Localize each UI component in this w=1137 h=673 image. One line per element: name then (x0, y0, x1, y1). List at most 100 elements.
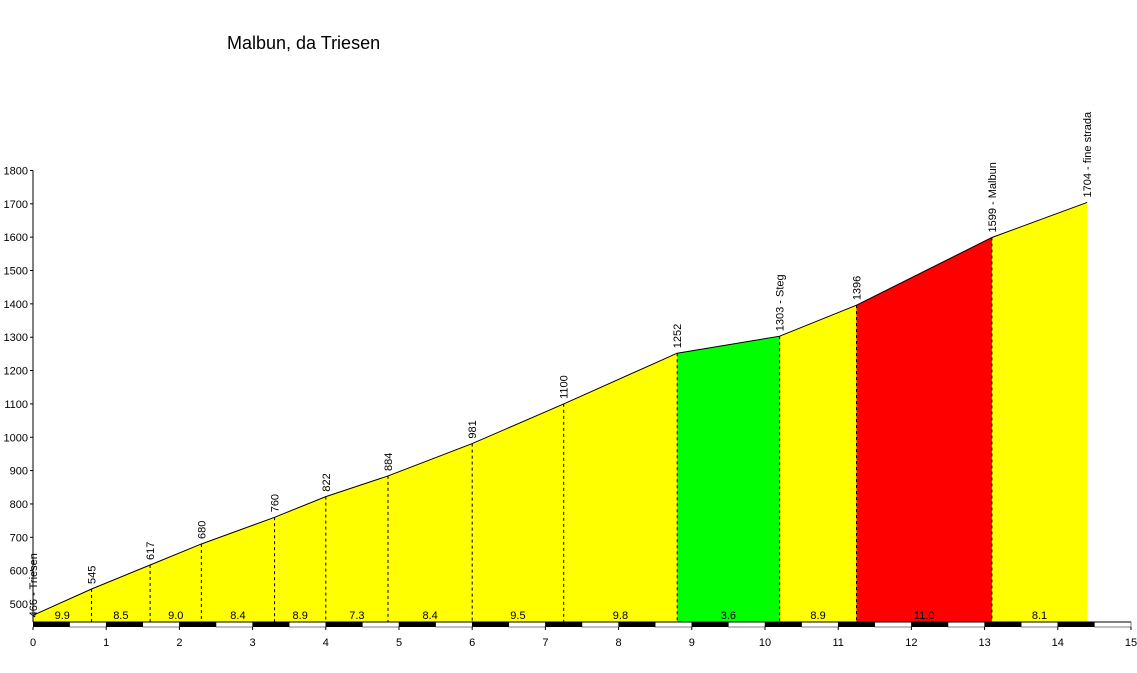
scale-bar-white (362, 621, 400, 628)
altitude-label: 617 (145, 542, 157, 560)
scale-bar-black (399, 622, 436, 627)
scale-bar-white (1020, 621, 1059, 628)
scale-bar-black (106, 622, 143, 627)
scale-bar-white (947, 621, 985, 628)
altitude-label: 1303 - Steg (775, 274, 787, 331)
altitude-label: 1396 (852, 276, 864, 300)
segment-grade-label: 9.9 (55, 610, 70, 622)
gradient-segment (33, 588, 92, 622)
scale-bar-white (1094, 621, 1132, 628)
y-tick-label: 1100 (4, 399, 28, 411)
scale-bar-black (691, 622, 729, 627)
segment-grade-label: 8.1 (1032, 610, 1047, 622)
scale-bar-white (581, 621, 619, 628)
scale-bar-black (911, 622, 948, 627)
scale-bar-black (618, 622, 656, 627)
segment-grade-label: 7.3 (349, 610, 364, 622)
x-tick-label: 6 (469, 637, 475, 649)
scale-bar-black (325, 622, 363, 627)
gradient-segment (91, 564, 151, 622)
gradient-segment (779, 305, 857, 622)
x-tick-label: 7 (542, 637, 548, 649)
altitude-label: 1704 - fine strada (1082, 111, 1094, 197)
y-tick-label: 1400 (4, 299, 28, 311)
scale-bar-white (508, 621, 546, 628)
altitude-label: 884 (383, 453, 395, 471)
scale-bar-black (545, 622, 582, 627)
scale-bar-white (142, 621, 180, 628)
segment-grade-label: 8.5 (113, 610, 128, 622)
segment-grade-label: 8.9 (810, 610, 825, 622)
scale-bar-white (435, 621, 473, 628)
gradient-segment (677, 336, 780, 622)
scale-bar-black (179, 622, 216, 627)
scale-bar-black (765, 622, 802, 627)
scale-bar-white (215, 621, 253, 628)
chart-title: Malbun, da Triesen (227, 33, 381, 53)
scale-bar-black (472, 622, 509, 627)
x-tick-label: 14 (1052, 637, 1064, 649)
scale-bar-white (728, 621, 766, 628)
y-tick-label: 600 (10, 566, 28, 578)
altitude-label: 1252 (672, 324, 684, 348)
gradient-segment (991, 202, 1088, 622)
x-tick-label: 3 (250, 637, 256, 649)
y-tick-label: 800 (10, 499, 28, 511)
scale-bar-black (984, 622, 1022, 627)
x-tick-label: 4 (323, 637, 329, 649)
y-tick-label: 900 (10, 466, 28, 478)
gradient-segment (472, 403, 564, 622)
profile-line (32, 201, 1088, 616)
scale-bar-white (654, 621, 693, 628)
y-tick-label: 1600 (4, 232, 28, 244)
gradient-segment (856, 237, 992, 622)
scale-bar-white (288, 621, 327, 628)
altitude-label: 680 (196, 521, 208, 539)
x-tick-label: 0 (30, 637, 36, 649)
scale-bar-black (838, 622, 875, 627)
scale-bar-black (252, 622, 290, 627)
gradient-segment (150, 543, 202, 622)
scale-bar-black (1057, 622, 1095, 627)
gradient-segment (388, 443, 473, 622)
x-tick-label: 11 (832, 637, 843, 649)
gradient-segment (325, 475, 389, 622)
y-tick-label: 1200 (4, 366, 28, 378)
y-tick-label: 1500 (4, 266, 28, 278)
y-tick-label: 1300 (4, 332, 28, 344)
gradient-segment (274, 496, 326, 622)
scale-bar-white (874, 621, 912, 628)
x-tick-label: 8 (616, 637, 622, 649)
x-tick-label: 13 (978, 637, 990, 649)
segment-grade-label: 8.9 (293, 610, 308, 622)
y-tick-label: 1000 (4, 432, 28, 444)
scale-bar-white (801, 621, 839, 628)
x-tick-label: 5 (396, 637, 402, 649)
x-tick-label: 1 (103, 637, 109, 649)
altitude-label: 545 (87, 566, 99, 584)
segment-grade-label: 9.0 (168, 610, 183, 622)
y-tick-label: 500 (10, 599, 28, 611)
scale-bar-white (69, 621, 107, 628)
scale-bar-black (33, 622, 70, 627)
segment-grade-label: 11.0 (914, 610, 935, 622)
gradient-segment (201, 517, 275, 622)
x-tick-label: 10 (759, 637, 771, 649)
segment-grade-label: 8.4 (422, 610, 437, 622)
y-tick-label: 1800 (4, 165, 28, 177)
x-tick-label: 2 (176, 637, 182, 649)
altitude-label: 760 (270, 494, 282, 512)
altitude-label: 1100 (559, 375, 571, 399)
gradient-segment (563, 353, 678, 622)
y-tick-label: 1700 (4, 199, 28, 211)
segment-grade-label: 3.6 (721, 610, 736, 622)
altitude-label: 822 (321, 473, 333, 491)
x-tick-label: 9 (689, 637, 695, 649)
y-tick-label: 700 (10, 532, 28, 544)
altitude-label: 466 - Triesen (28, 553, 40, 617)
segment-grade-label: 9.8 (613, 610, 628, 622)
x-tick-label: 12 (905, 637, 917, 649)
x-tick-label: 15 (1125, 637, 1137, 649)
segment-grade-label: 8.4 (230, 610, 245, 622)
